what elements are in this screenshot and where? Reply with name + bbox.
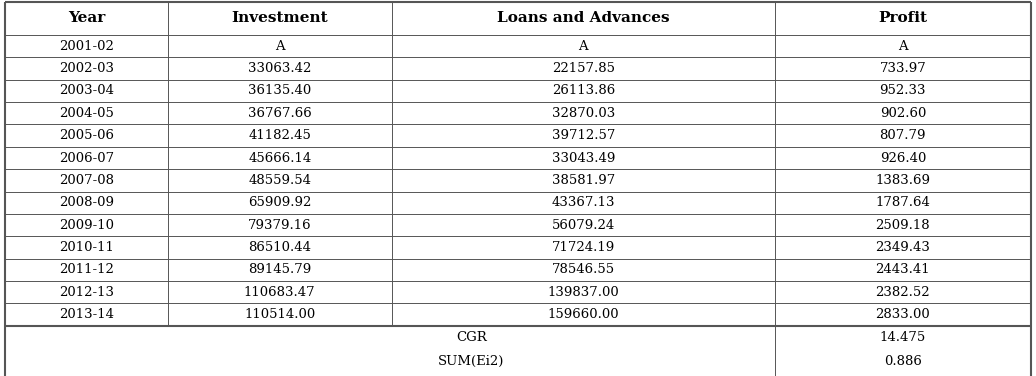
Text: 86510.44: 86510.44 [249,241,311,254]
Text: 41182.45: 41182.45 [249,129,311,142]
Text: 36135.40: 36135.40 [248,84,312,97]
Text: 2013-14: 2013-14 [59,308,114,321]
Text: 2349.43: 2349.43 [875,241,930,254]
Text: 2382.52: 2382.52 [875,286,930,299]
Text: 2002-03: 2002-03 [59,62,114,75]
Text: 26113.86: 26113.86 [551,84,615,97]
Text: 952.33: 952.33 [880,84,926,97]
Text: 2010-11: 2010-11 [59,241,114,254]
Text: 2509.18: 2509.18 [875,218,930,232]
Text: CGR: CGR [456,331,487,344]
Text: 902.60: 902.60 [880,107,926,120]
Text: A: A [275,39,285,53]
Text: Loans and Advances: Loans and Advances [497,11,669,26]
Text: 45666.14: 45666.14 [248,152,312,165]
Text: 56079.24: 56079.24 [551,218,615,232]
Text: 2007-08: 2007-08 [59,174,114,187]
Text: 48559.54: 48559.54 [249,174,311,187]
Text: 2443.41: 2443.41 [875,263,930,276]
Text: 2004-05: 2004-05 [59,107,114,120]
Text: 1787.64: 1787.64 [875,196,930,209]
Text: SUM(Ei2): SUM(Ei2) [438,355,505,368]
Text: 33063.42: 33063.42 [248,62,312,75]
Text: 33043.49: 33043.49 [551,152,615,165]
Text: 2833.00: 2833.00 [875,308,930,321]
Text: 807.79: 807.79 [880,129,926,142]
Text: 2005-06: 2005-06 [59,129,114,142]
Text: A: A [578,39,588,53]
Text: A: A [898,39,908,53]
Text: 2001-02: 2001-02 [59,39,114,53]
Text: 78546.55: 78546.55 [552,263,614,276]
Text: Profit: Profit [879,11,927,26]
Text: 14.475: 14.475 [880,331,926,344]
Text: 65909.92: 65909.92 [248,196,312,209]
Text: 733.97: 733.97 [880,62,926,75]
Text: 0.886: 0.886 [884,355,922,368]
Text: 2006-07: 2006-07 [59,152,114,165]
Text: 139837.00: 139837.00 [547,286,620,299]
Text: 2011-12: 2011-12 [59,263,114,276]
Text: 32870.03: 32870.03 [551,107,615,120]
Text: 39712.57: 39712.57 [551,129,615,142]
Text: 926.40: 926.40 [880,152,926,165]
Text: 22157.85: 22157.85 [552,62,614,75]
Text: 2012-13: 2012-13 [59,286,114,299]
Text: 2003-04: 2003-04 [59,84,114,97]
Text: 38581.97: 38581.97 [551,174,615,187]
Text: 36767.66: 36767.66 [248,107,312,120]
Text: 43367.13: 43367.13 [551,196,615,209]
Text: 71724.19: 71724.19 [551,241,615,254]
Text: 110514.00: 110514.00 [244,308,315,321]
Text: 1383.69: 1383.69 [875,174,930,187]
Text: 79379.16: 79379.16 [248,218,312,232]
Text: 2008-09: 2008-09 [59,196,114,209]
Text: Investment: Investment [231,11,328,26]
Text: 89145.79: 89145.79 [248,263,312,276]
Text: 159660.00: 159660.00 [547,308,620,321]
Text: 2009-10: 2009-10 [59,218,114,232]
Text: Year: Year [68,11,105,26]
Text: 110683.47: 110683.47 [243,286,316,299]
